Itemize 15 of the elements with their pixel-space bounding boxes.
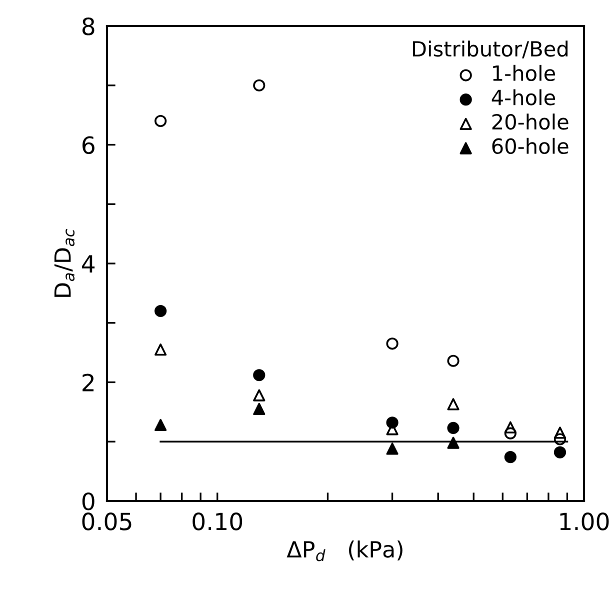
y-tick-label: 0	[82, 492, 94, 510]
y-tick-label: 2	[82, 374, 94, 392]
y-tick-label: 6	[82, 136, 94, 154]
y-tick-label: 4	[82, 255, 95, 272]
x-tick-label: 1.00	[560, 512, 609, 530]
x-tick-label: 0.05	[82, 512, 132, 530]
legend-title: Distributor/Bed	[412, 40, 568, 58]
x-tick-label: 0.10	[192, 512, 242, 530]
y-axis-title: D$_{a}$/D$_{ac}$	[54, 228, 75, 297]
legend-label: 60-hole	[492, 138, 568, 154]
y-tick-label: 8	[82, 17, 94, 36]
legend-label: 4-hole	[492, 89, 556, 106]
text: ΔP$_{d}$ (kPa)	[286, 540, 402, 562]
legend-label: 20-hole	[492, 114, 568, 130]
legend-label: 1-hole	[493, 64, 556, 82]
